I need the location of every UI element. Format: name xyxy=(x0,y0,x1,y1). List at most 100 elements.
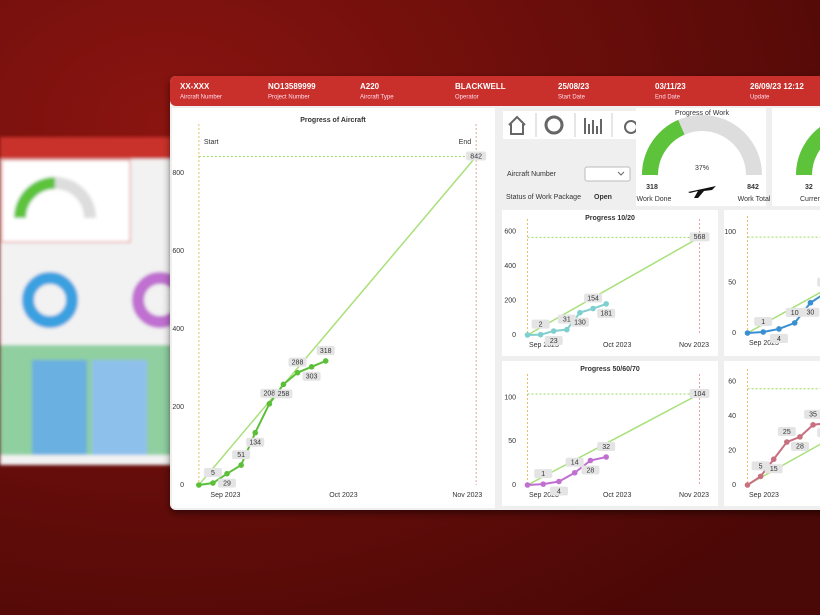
x-tick-label: Nov 2023 xyxy=(679,342,709,349)
actual-point xyxy=(564,326,570,333)
value-label-bg xyxy=(754,316,773,326)
value-label-bg xyxy=(203,468,222,478)
value-label: 51 xyxy=(237,452,245,459)
value-label: 5 xyxy=(759,463,763,470)
value-label: 5 xyxy=(211,470,215,477)
header-value: NO13589999 xyxy=(268,82,316,91)
header-label: End Date xyxy=(655,95,681,101)
pie-icon[interactable] xyxy=(544,115,564,135)
value-label-bg xyxy=(790,441,809,451)
y-tick-label: 600 xyxy=(504,229,516,236)
value-label: 154 xyxy=(587,295,599,302)
work-done-label: Work Done xyxy=(637,196,672,203)
chart-title: Progress of Aircraft xyxy=(300,117,366,124)
y-tick-label: 600 xyxy=(172,248,184,255)
actual-point xyxy=(524,482,531,488)
value-label: 25 xyxy=(783,429,791,436)
value-label-bg xyxy=(570,317,589,327)
value-label-bg xyxy=(288,357,307,367)
x-tick-label: Sep 2023 xyxy=(749,492,779,499)
value-label: 14 xyxy=(571,460,579,467)
plan-line xyxy=(198,156,477,486)
actual-point xyxy=(603,301,609,307)
actual-point xyxy=(196,482,202,488)
gauge: Progress of Work 37% 318 Work Done 842 Work T… xyxy=(636,108,820,206)
aircraft-dropdown[interactable] xyxy=(584,166,631,182)
work-done: 318 xyxy=(646,184,658,191)
actual-point xyxy=(776,326,782,332)
value-label: 181 xyxy=(600,311,612,318)
actual-line xyxy=(198,360,327,486)
actual-point xyxy=(210,480,216,486)
value-label: 28 xyxy=(796,444,804,451)
value-label-bg xyxy=(689,389,710,398)
x-tick-label: Oct 2023 xyxy=(603,342,632,349)
x-tick-label: Nov 2023 xyxy=(452,492,482,499)
value-label-bg xyxy=(232,450,251,460)
background-dashboard xyxy=(0,137,188,465)
value-label-bg xyxy=(218,478,237,488)
value-label: 134 xyxy=(249,440,261,447)
aircraft-label: Aircraft Number xyxy=(507,171,557,178)
value-label: 32 xyxy=(602,444,610,451)
value-label: 208 xyxy=(263,391,275,398)
actual-point xyxy=(603,454,609,460)
x-tick-label: Sep 2023 xyxy=(529,342,559,349)
home-icon[interactable] xyxy=(508,115,526,135)
value-label: 29 xyxy=(223,481,231,488)
start-label: Start xyxy=(204,139,219,146)
header-value: 03/11/23 xyxy=(655,82,686,91)
work-total: 842 xyxy=(747,184,759,191)
header-label: Update xyxy=(750,95,770,101)
actual-point xyxy=(266,401,273,407)
value-label-bg xyxy=(769,333,788,343)
plane-icon xyxy=(688,186,716,198)
value-label: 2 xyxy=(539,322,543,329)
x-tick-label: Sep 2023 xyxy=(210,492,240,499)
header-value: XX-XXX xyxy=(180,82,210,91)
y-tick-label: 200 xyxy=(172,404,184,411)
actual-point xyxy=(556,478,562,485)
value-label: 568 xyxy=(694,234,706,241)
value-label-bg xyxy=(246,437,265,447)
value-label-bg xyxy=(466,151,487,161)
chart-panel xyxy=(724,210,820,356)
y-tick-label: 100 xyxy=(504,394,516,401)
value-label: 1 xyxy=(541,471,545,478)
value-label-bg xyxy=(565,457,584,467)
value-label-bg xyxy=(817,428,820,438)
value-label: 4 xyxy=(557,488,561,495)
value-label-bg xyxy=(777,427,796,437)
value-label-bg xyxy=(581,465,600,475)
actual-point xyxy=(791,320,798,326)
header-value: A220 xyxy=(360,82,380,91)
value-label: 842 xyxy=(470,153,482,160)
value-label-bg xyxy=(584,293,603,303)
value-label-bg xyxy=(316,345,335,355)
value-label-bg xyxy=(260,388,279,398)
actual-point xyxy=(577,309,583,316)
actual-point xyxy=(238,462,244,468)
header: XX-XXX Aircraft Number NO13589999 Project N… xyxy=(180,82,804,100)
plan-line xyxy=(747,291,820,334)
actual-point xyxy=(744,482,751,488)
header-label: Aircraft Number xyxy=(180,95,222,101)
value-label: 258 xyxy=(278,391,290,398)
actual-point xyxy=(770,456,777,463)
value-label: 15 xyxy=(770,466,778,473)
actual-point xyxy=(797,434,803,440)
chart-icon[interactable] xyxy=(584,118,602,134)
value-label: 1 xyxy=(761,319,765,326)
actual-point xyxy=(252,429,259,436)
actual-point xyxy=(524,332,531,338)
value-label: 35 xyxy=(809,412,817,419)
y-tick-label: 400 xyxy=(504,263,516,270)
chart-title: Progress 10/20 xyxy=(585,215,635,222)
y-tick-label: 0 xyxy=(512,482,516,489)
actual-point xyxy=(322,358,329,364)
plan-line xyxy=(527,236,700,336)
nav-icons[interactable] xyxy=(503,111,643,139)
header-label: Aircraft Type xyxy=(360,95,394,101)
header-value: 25/08/23 xyxy=(558,82,590,91)
